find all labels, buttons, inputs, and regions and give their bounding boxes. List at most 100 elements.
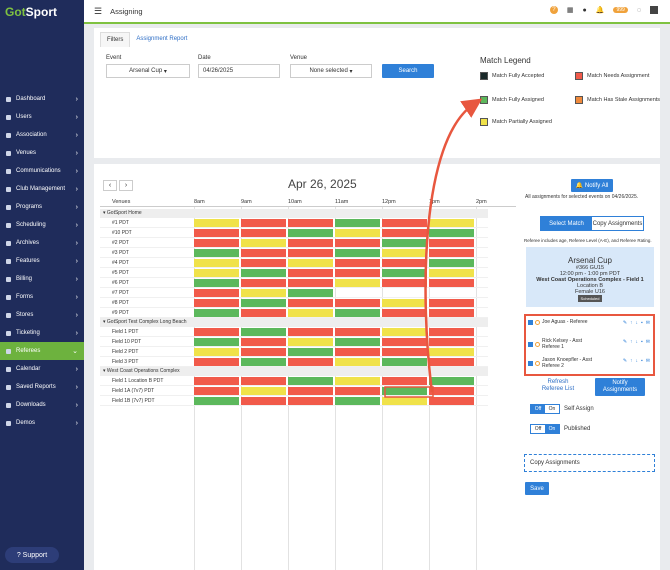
- arrow-down-icon[interactable]: ↓: [635, 320, 639, 326]
- match-block[interactable]: [335, 299, 381, 307]
- prev-day-button[interactable]: ‹: [103, 180, 117, 191]
- match-block[interactable]: [241, 259, 287, 267]
- save-button[interactable]: Save: [525, 482, 549, 495]
- match-block[interactable]: [382, 328, 428, 336]
- match-block[interactable]: [194, 279, 240, 287]
- match-block[interactable]: [241, 219, 287, 227]
- sidebar-item-ticketing[interactable]: Ticketing ›: [0, 324, 84, 342]
- sidebar-item-dashboard[interactable]: Dashboard ›: [0, 90, 84, 108]
- sidebar-item-programs[interactable]: Programs ›: [0, 198, 84, 216]
- copy-assignments-button[interactable]: Copy Assignments: [592, 220, 643, 227]
- match-block[interactable]: [288, 219, 334, 227]
- match-block[interactable]: [335, 259, 381, 267]
- match-block[interactable]: [241, 289, 287, 297]
- match-block[interactable]: [194, 299, 240, 307]
- match-block[interactable]: [288, 338, 334, 346]
- sidebar-item-saved-reports[interactable]: Saved Reports ›: [0, 378, 84, 396]
- match-block[interactable]: [429, 269, 475, 277]
- match-block[interactable]: [429, 397, 475, 405]
- match-block[interactable]: [194, 338, 240, 346]
- match-block[interactable]: [429, 229, 475, 237]
- referee-checkbox[interactable]: [528, 360, 533, 366]
- match-block[interactable]: [429, 259, 475, 267]
- event-select[interactable]: Arsenal Cup ▾: [106, 64, 190, 78]
- match-block[interactable]: [194, 249, 240, 257]
- date-input[interactable]: 04/26/2025: [198, 64, 280, 78]
- match-block[interactable]: [335, 309, 381, 317]
- match-block[interactable]: [288, 259, 334, 267]
- match-block[interactable]: [241, 377, 287, 385]
- match-block[interactable]: [241, 279, 287, 287]
- mail-icon[interactable]: ✉: [645, 339, 650, 345]
- sidebar-item-club-management[interactable]: Club Management ›: [0, 180, 84, 198]
- match-block[interactable]: [194, 269, 240, 277]
- arrow-down-icon[interactable]: ↓: [635, 339, 639, 345]
- match-block[interactable]: [194, 348, 240, 356]
- match-block[interactable]: [288, 348, 334, 356]
- match-block[interactable]: [429, 377, 475, 385]
- notify-assignments-button[interactable]: Notify Assignments: [595, 378, 645, 396]
- notification-badge[interactable]: 999: [613, 7, 628, 13]
- match-block[interactable]: [335, 358, 381, 366]
- match-block[interactable]: [241, 239, 287, 247]
- match-block[interactable]: [194, 289, 240, 297]
- referee-checkbox[interactable]: [528, 319, 533, 325]
- menu-icon[interactable]: ☰: [94, 5, 103, 16]
- match-block[interactable]: [194, 358, 240, 366]
- select-match-button[interactable]: Select Match: [541, 217, 592, 230]
- match-block[interactable]: [288, 289, 334, 297]
- match-block[interactable]: [288, 397, 334, 405]
- match-block[interactable]: [194, 259, 240, 267]
- match-block[interactable]: [429, 358, 475, 366]
- bell-icon[interactable]: 🔔: [595, 7, 605, 14]
- match-block[interactable]: [335, 387, 381, 395]
- copy-assignments-input[interactable]: Copy Assignments: [524, 454, 655, 472]
- sidebar-item-scheduling[interactable]: Scheduling ›: [0, 216, 84, 234]
- match-block[interactable]: [194, 328, 240, 336]
- match-block[interactable]: [194, 387, 240, 395]
- match-block[interactable]: [429, 299, 475, 307]
- match-block[interactable]: [335, 338, 381, 346]
- match-block[interactable]: [288, 299, 334, 307]
- published-toggle[interactable]: Off On: [530, 424, 560, 434]
- match-block[interactable]: [288, 377, 334, 385]
- match-block[interactable]: [429, 219, 475, 227]
- tab-filters[interactable]: Filters: [100, 32, 131, 47]
- mail-icon[interactable]: ✉: [645, 358, 650, 364]
- edit-icon[interactable]: ✎: [622, 358, 628, 364]
- sidebar-item-downloads[interactable]: Downloads ›: [0, 396, 84, 414]
- match-block[interactable]: [288, 328, 334, 336]
- next-day-button[interactable]: ›: [119, 180, 133, 191]
- match-block[interactable]: [382, 239, 428, 247]
- match-block[interactable]: [335, 377, 381, 385]
- match-block[interactable]: [194, 239, 240, 247]
- trash-icon[interactable]: ▪: [641, 358, 643, 364]
- avatar[interactable]: [650, 6, 658, 14]
- match-block[interactable]: [382, 358, 428, 366]
- arrow-up-icon[interactable]: ↑: [630, 320, 633, 326]
- match-block[interactable]: [335, 239, 381, 247]
- match-block[interactable]: [335, 249, 381, 257]
- arrow-down-icon[interactable]: ↓: [635, 358, 639, 364]
- match-block[interactable]: [288, 279, 334, 287]
- match-block[interactable]: [429, 348, 475, 356]
- help-icon[interactable]: ?: [549, 6, 558, 14]
- match-block[interactable]: [335, 219, 381, 227]
- match-block[interactable]: [382, 269, 428, 277]
- edit-icon[interactable]: ✎: [622, 339, 628, 345]
- match-block[interactable]: [382, 397, 428, 405]
- match-block[interactable]: [241, 229, 287, 237]
- gotsport-logo[interactable]: Got Sport: [5, 5, 58, 19]
- match-block[interactable]: [382, 279, 428, 287]
- sidebar-item-users[interactable]: Users ›: [0, 108, 84, 126]
- sidebar-item-archives[interactable]: Archives ›: [0, 234, 84, 252]
- match-block[interactable]: [194, 377, 240, 385]
- match-block[interactable]: [382, 229, 428, 237]
- tab-assignment-report[interactable]: Assignment Report: [136, 36, 188, 42]
- match-block[interactable]: [241, 338, 287, 346]
- match-block[interactable]: [335, 348, 381, 356]
- referee-checkbox[interactable]: [528, 341, 533, 347]
- notify-all-button[interactable]: 🔔 Notify All: [571, 179, 613, 192]
- trash-icon[interactable]: ▪: [641, 339, 643, 345]
- sidebar-item-venues[interactable]: Venues ›: [0, 144, 84, 162]
